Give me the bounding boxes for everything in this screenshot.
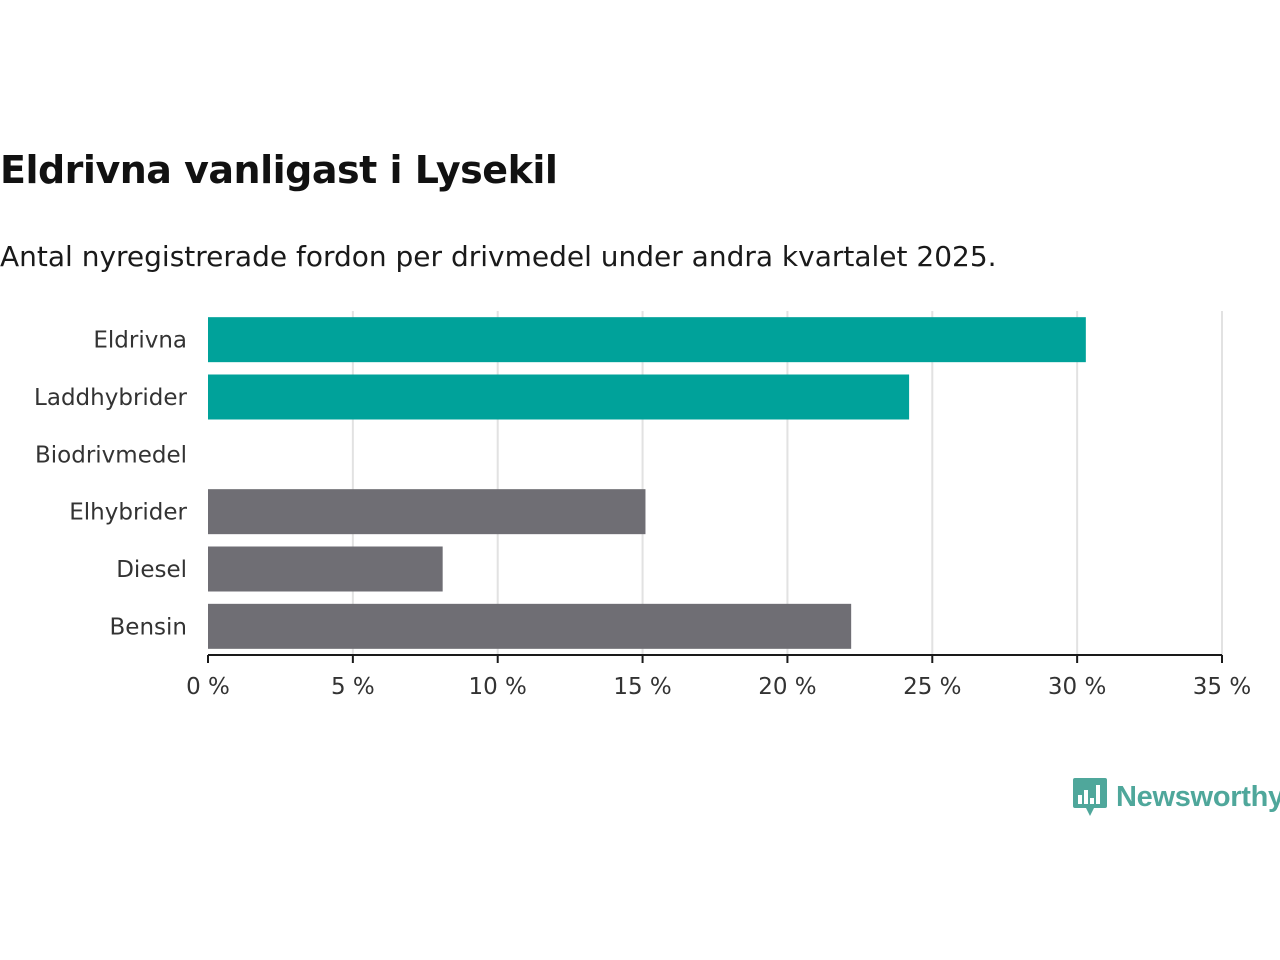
x-tick-label: 35 % bbox=[1193, 674, 1251, 700]
chart-subtitle: Antal nyregistrerade fordon per drivmede… bbox=[0, 240, 997, 273]
category-label: Laddhybrider bbox=[34, 385, 187, 411]
x-tick-label: 15 % bbox=[613, 674, 671, 700]
bar-diesel bbox=[208, 546, 443, 592]
newsworthy-logo: Newsworthy bbox=[1072, 776, 1280, 818]
bars bbox=[208, 317, 1086, 649]
x-tick-label: 20 % bbox=[758, 674, 816, 700]
bar-eldrivna bbox=[208, 317, 1086, 363]
category-label: Bensin bbox=[110, 614, 187, 640]
newsworthy-chart-bubble-icon bbox=[1073, 778, 1107, 816]
category-label: Eldrivna bbox=[93, 328, 187, 354]
category-label: Elhybrider bbox=[69, 500, 187, 526]
x-tick-label: 5 % bbox=[331, 674, 375, 700]
x-tick-label: 10 % bbox=[468, 674, 526, 700]
x-tick-label: 30 % bbox=[1048, 674, 1106, 700]
x-axis: 0 % 5 % 10 % 15 % 20 % 25 % 30 % 35 % bbox=[186, 654, 1251, 700]
newsworthy-logo-text: Newsworthy bbox=[1116, 780, 1280, 813]
chart-title: Eldrivna vanligast i Lysekil bbox=[0, 148, 558, 192]
x-tick-label: 25 % bbox=[903, 674, 961, 700]
category-label: Diesel bbox=[116, 557, 187, 583]
bar-bensin bbox=[208, 603, 852, 649]
bar-elhybrider bbox=[208, 489, 646, 535]
category-label: Biodrivmedel bbox=[35, 442, 187, 468]
gridlines bbox=[351, 311, 1223, 655]
x-tick-label: 0 % bbox=[186, 674, 230, 700]
bar-laddhybrider bbox=[208, 374, 910, 420]
category-labels: Eldrivna Laddhybrider Biodrivmedel Elhybrid… bbox=[34, 328, 187, 641]
